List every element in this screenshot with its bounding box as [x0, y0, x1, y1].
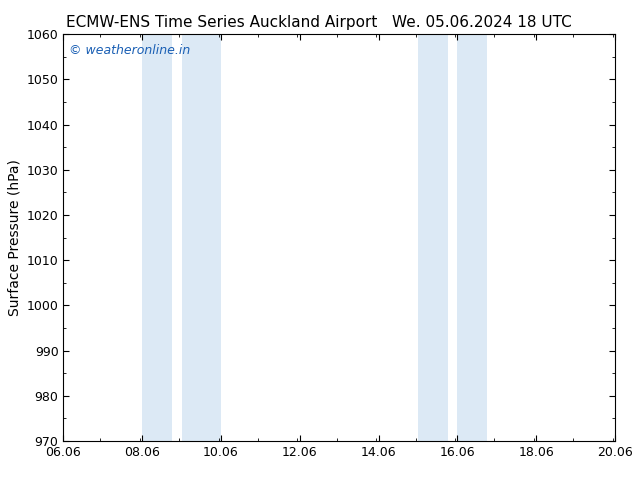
Bar	[418, 34, 448, 441]
Text: ECMW-ENS Time Series Auckland Airport: ECMW-ENS Time Series Auckland Airport	[66, 15, 378, 30]
Text: © weatheronline.in: © weatheronline.in	[69, 45, 190, 57]
Bar	[457, 34, 487, 441]
Y-axis label: Surface Pressure (hPa): Surface Pressure (hPa)	[7, 159, 21, 316]
Bar	[181, 34, 221, 441]
Text: We. 05.06.2024 18 UTC: We. 05.06.2024 18 UTC	[392, 15, 572, 30]
Bar	[142, 34, 172, 441]
